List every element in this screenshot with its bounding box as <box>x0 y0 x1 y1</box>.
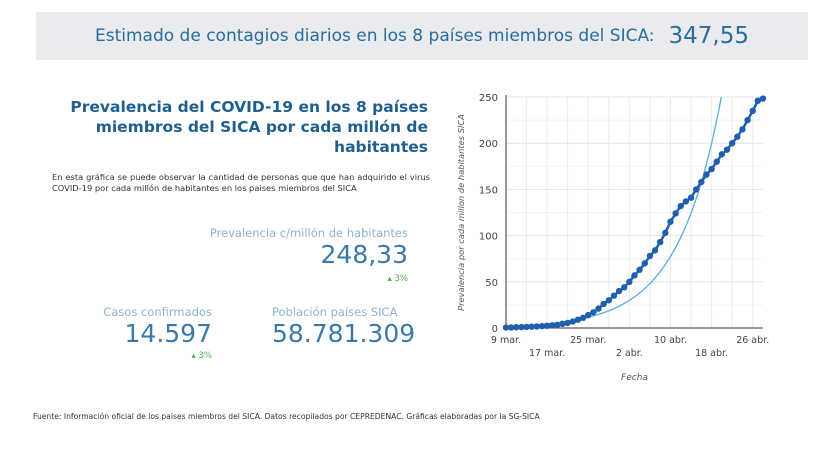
data-point <box>682 198 690 205</box>
data-point <box>692 186 700 193</box>
data-point <box>610 292 618 299</box>
data-point <box>734 133 741 140</box>
y-tick-label: 200 <box>479 139 498 150</box>
data-point <box>739 126 746 133</box>
prevalence-delta: ▴ 3% <box>370 274 408 284</box>
data-point <box>600 300 607 308</box>
data-point <box>687 194 695 201</box>
data-point <box>518 323 525 331</box>
data-point <box>549 322 556 329</box>
prevalence-value: 248,33 <box>320 240 408 269</box>
data-point <box>502 324 510 331</box>
data-point <box>585 311 592 319</box>
y-tick-label: 150 <box>479 185 498 196</box>
y-tick-label: 100 <box>479 232 498 243</box>
y-tick-label: 250 <box>479 93 498 104</box>
data-point <box>677 202 684 210</box>
data-point <box>749 107 756 115</box>
data-point <box>554 321 561 328</box>
data-point <box>621 284 628 291</box>
banner-value: 347,55 <box>668 23 749 49</box>
up-arrow-icon: ▴ <box>387 274 395 284</box>
data-point <box>641 260 648 267</box>
data-point <box>708 165 715 173</box>
banner-label: Estimado de contagios diarios en los 8 p… <box>94 26 655 46</box>
data-point <box>626 278 633 285</box>
cases-delta-value: 3% <box>198 351 213 361</box>
data-point <box>713 158 720 165</box>
data-point <box>698 178 705 186</box>
data-point <box>538 322 546 330</box>
data-point <box>507 324 515 331</box>
y-tick-label: 50 <box>485 278 498 289</box>
data-point <box>744 116 751 124</box>
data-point <box>533 323 541 330</box>
data-point <box>574 316 582 323</box>
x-tick-label: 25 mar. <box>570 335 606 346</box>
population-value: 58.781.309 <box>272 319 416 348</box>
data-point <box>605 297 612 304</box>
data-point <box>636 266 643 273</box>
data-point <box>559 320 566 328</box>
description: En esta gráfica se puede observar la can… <box>52 172 430 193</box>
cases-label: Casos confirmados <box>103 305 212 319</box>
data-point <box>590 309 597 316</box>
up-arrow-icon: ▴ <box>191 351 199 361</box>
y-tick-label: 0 <box>492 324 498 335</box>
chart-title: Prevalencia del COVID-19 en los 8 países… <box>70 98 428 156</box>
cases-delta: ▴ 3% <box>170 351 212 361</box>
data-point <box>523 323 530 331</box>
data-point <box>754 97 762 104</box>
x-tick-label: 26 abr. <box>736 335 769 346</box>
data-point <box>728 140 736 147</box>
data-point <box>579 314 587 322</box>
data-point <box>564 319 571 327</box>
x-tick-label: 9 mar. <box>491 335 521 346</box>
trendline <box>505 96 722 328</box>
population-label: Población países SICA <box>272 305 398 319</box>
data-point <box>651 247 659 254</box>
x-tick-label: 10 abr. <box>654 335 687 346</box>
data-point <box>759 95 767 102</box>
data-point <box>646 252 654 260</box>
data-point <box>703 171 710 178</box>
data-point <box>723 146 731 153</box>
data-point <box>528 323 535 330</box>
prevalence-chart: 0 50 100 150 200 250 9 mar. 17 mar. 25 mar. 2 abr… <box>456 93 769 383</box>
data-point <box>615 287 623 295</box>
prevalence-delta-value: 3% <box>394 274 409 284</box>
x-tick-label: 2 abr. <box>616 348 643 359</box>
x-tick-label: 18 abr. <box>695 348 728 359</box>
data-point <box>672 210 679 217</box>
data-point <box>631 272 638 279</box>
series-line <box>505 97 764 329</box>
data-point <box>662 229 669 237</box>
data-point <box>718 151 726 158</box>
data-point <box>513 324 520 331</box>
cases-value: 14.597 <box>124 319 212 348</box>
daily-estimate-banner: Estimado de contagios diarios en los 8 p… <box>36 12 808 60</box>
source-footnote: Fuente: Información oficial de los paise… <box>33 412 540 421</box>
x-tick-label: 17 mar. <box>529 348 565 359</box>
prevalence-label: Prevalencia c/millón de habitantes <box>209 226 408 240</box>
data-point <box>667 218 674 225</box>
data-point <box>569 318 577 325</box>
data-point <box>595 305 602 312</box>
data-point <box>543 322 551 329</box>
y-axis-label: Prevalencia por cada millon de habitante… <box>456 114 466 311</box>
data-point <box>657 238 664 246</box>
x-axis-label: Fecha <box>621 373 648 383</box>
